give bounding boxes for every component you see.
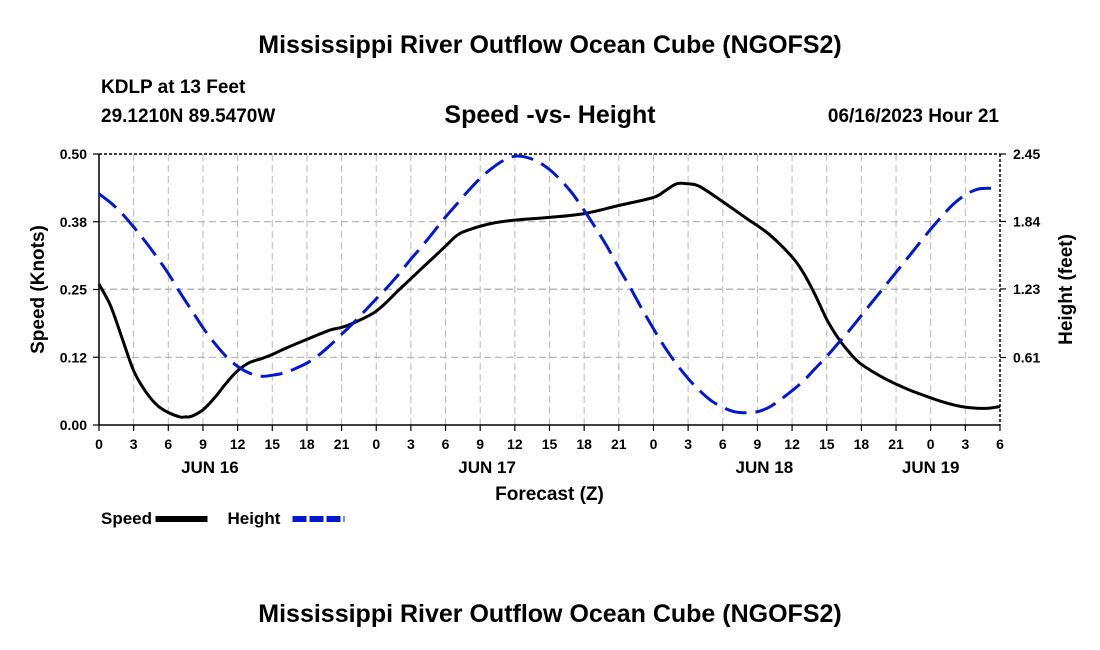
station-label: KDLP at 13 Feet — [101, 77, 246, 98]
series-line-speed — [97, 181, 1001, 419]
x-tick-label: 0 — [927, 436, 935, 452]
y2-tick-label: 2.45 — [1013, 146, 1040, 162]
x-tick-label: 12 — [784, 436, 800, 452]
x-tick-label: 21 — [888, 436, 904, 452]
y2-axis-title: Height (feet) — [1056, 234, 1077, 345]
y-tick-label: 0.12 — [60, 349, 87, 365]
grid-layer — [99, 154, 1000, 425]
x-tick-label: 6 — [164, 436, 172, 452]
legend-label-speed: Speed — [101, 509, 152, 528]
x-tick-label: 3 — [961, 436, 969, 452]
date-label: JUN 18 — [736, 458, 794, 477]
main-title: Mississippi River Outflow Ocean Cube (NG… — [258, 31, 842, 59]
x-tick-label: 9 — [754, 436, 762, 452]
x-tick-label: 21 — [334, 436, 350, 452]
timestamp-label: 06/16/2023 Hour 21 — [827, 106, 999, 127]
y2-tick-label: 1.23 — [1013, 281, 1040, 297]
series-line-height — [98, 154, 1001, 415]
x-tick-label: 0 — [372, 436, 380, 452]
x-tick-label: 6 — [719, 436, 727, 452]
x-tick-label: 21 — [611, 436, 627, 452]
x-tick-label: 15 — [542, 436, 558, 452]
x-tick-label: 12 — [230, 436, 246, 452]
x-tick-label: 18 — [854, 436, 870, 452]
x-tick-label: 3 — [130, 436, 138, 452]
x-tick-label: 0 — [650, 436, 658, 452]
y-axis-title: Speed (Knots) — [28, 225, 49, 354]
x-tick-label: 18 — [576, 436, 592, 452]
x-tick-label: 0 — [95, 436, 103, 452]
x-tick-label: 3 — [407, 436, 415, 452]
y2-tick-label: 0.61 — [1013, 350, 1040, 366]
date-label: JUN 16 — [181, 458, 239, 477]
date-label: JUN 17 — [458, 458, 516, 477]
legend: Speed Height — [101, 509, 345, 528]
ticks-layer — [93, 153, 1006, 431]
y2-tick-label: 1.84 — [1013, 213, 1040, 229]
y-tick-label: 0.25 — [60, 282, 87, 298]
series-layer — [97, 154, 1001, 419]
y-tick-label: 0.50 — [60, 146, 87, 162]
y-tick-label: 0.00 — [60, 417, 87, 433]
x-tick-label: 6 — [442, 436, 450, 452]
x-tick-label: 15 — [819, 436, 835, 452]
bottom-title: Mississippi River Outflow Ocean Cube (NG… — [258, 600, 842, 628]
date-label: JUN 19 — [902, 458, 960, 477]
x-tick-label: 18 — [299, 436, 315, 452]
x-tick-label: 3 — [684, 436, 692, 452]
x-tick-label: 12 — [507, 436, 523, 452]
x-tick-label: 15 — [264, 436, 280, 452]
x-tick-label: 6 — [996, 436, 1004, 452]
x-axis-title: Forecast (Z) — [495, 484, 604, 505]
coordinates-label: 29.1210N 89.5470W — [101, 106, 276, 127]
x-tick-label: 9 — [199, 436, 207, 452]
labels-layer: 0 3 6 9 12 15 18 21 0 3 6 9 12 15 18 21 0 3 6 9 12 15 18 21 0 3 6 0… — [28, 146, 1077, 505]
legend-label-height: Height — [228, 509, 281, 528]
x-tick-label: 9 — [476, 436, 484, 452]
chart-title: Speed -vs- Height — [444, 101, 656, 129]
y-tick-label: 0.38 — [60, 214, 87, 230]
